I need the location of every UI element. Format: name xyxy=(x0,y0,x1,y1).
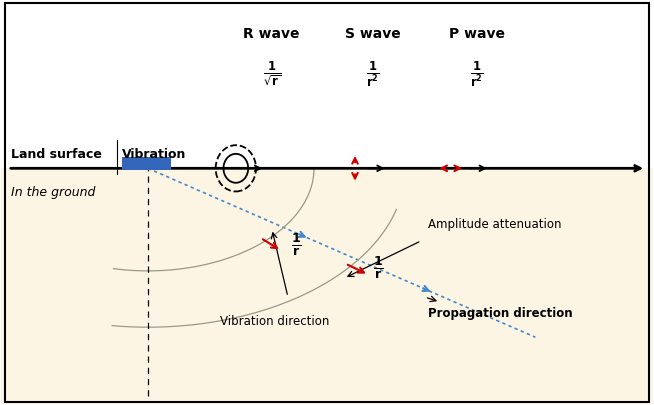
Text: Vibration: Vibration xyxy=(122,148,186,161)
Text: Vibration direction: Vibration direction xyxy=(220,315,330,328)
Text: P wave: P wave xyxy=(449,27,505,40)
Text: R wave: R wave xyxy=(243,27,300,40)
Text: In the ground: In the ground xyxy=(11,186,95,199)
Text: $\mathbf{\frac{1}{r}}$: $\mathbf{\frac{1}{r}}$ xyxy=(292,232,302,258)
Text: $\mathbf{\frac{1}{r}}$: $\mathbf{\frac{1}{r}}$ xyxy=(373,255,384,281)
Text: S wave: S wave xyxy=(345,27,400,40)
Text: $\mathbf{\frac{1}{r^2}}$: $\mathbf{\frac{1}{r^2}}$ xyxy=(366,59,379,89)
Text: Propagation direction: Propagation direction xyxy=(428,307,572,320)
Text: Amplitude attenuation: Amplitude attenuation xyxy=(428,218,561,231)
Text: Land surface: Land surface xyxy=(11,148,102,161)
Bar xyxy=(122,157,171,170)
Bar xyxy=(1,168,653,404)
Bar xyxy=(1,1,653,168)
Text: $\mathbf{\frac{1}{r^2}}$: $\mathbf{\frac{1}{r^2}}$ xyxy=(470,59,484,89)
Text: $\mathbf{\frac{1}{\sqrt{r}}}$: $\mathbf{\frac{1}{\sqrt{r}}}$ xyxy=(263,60,281,88)
